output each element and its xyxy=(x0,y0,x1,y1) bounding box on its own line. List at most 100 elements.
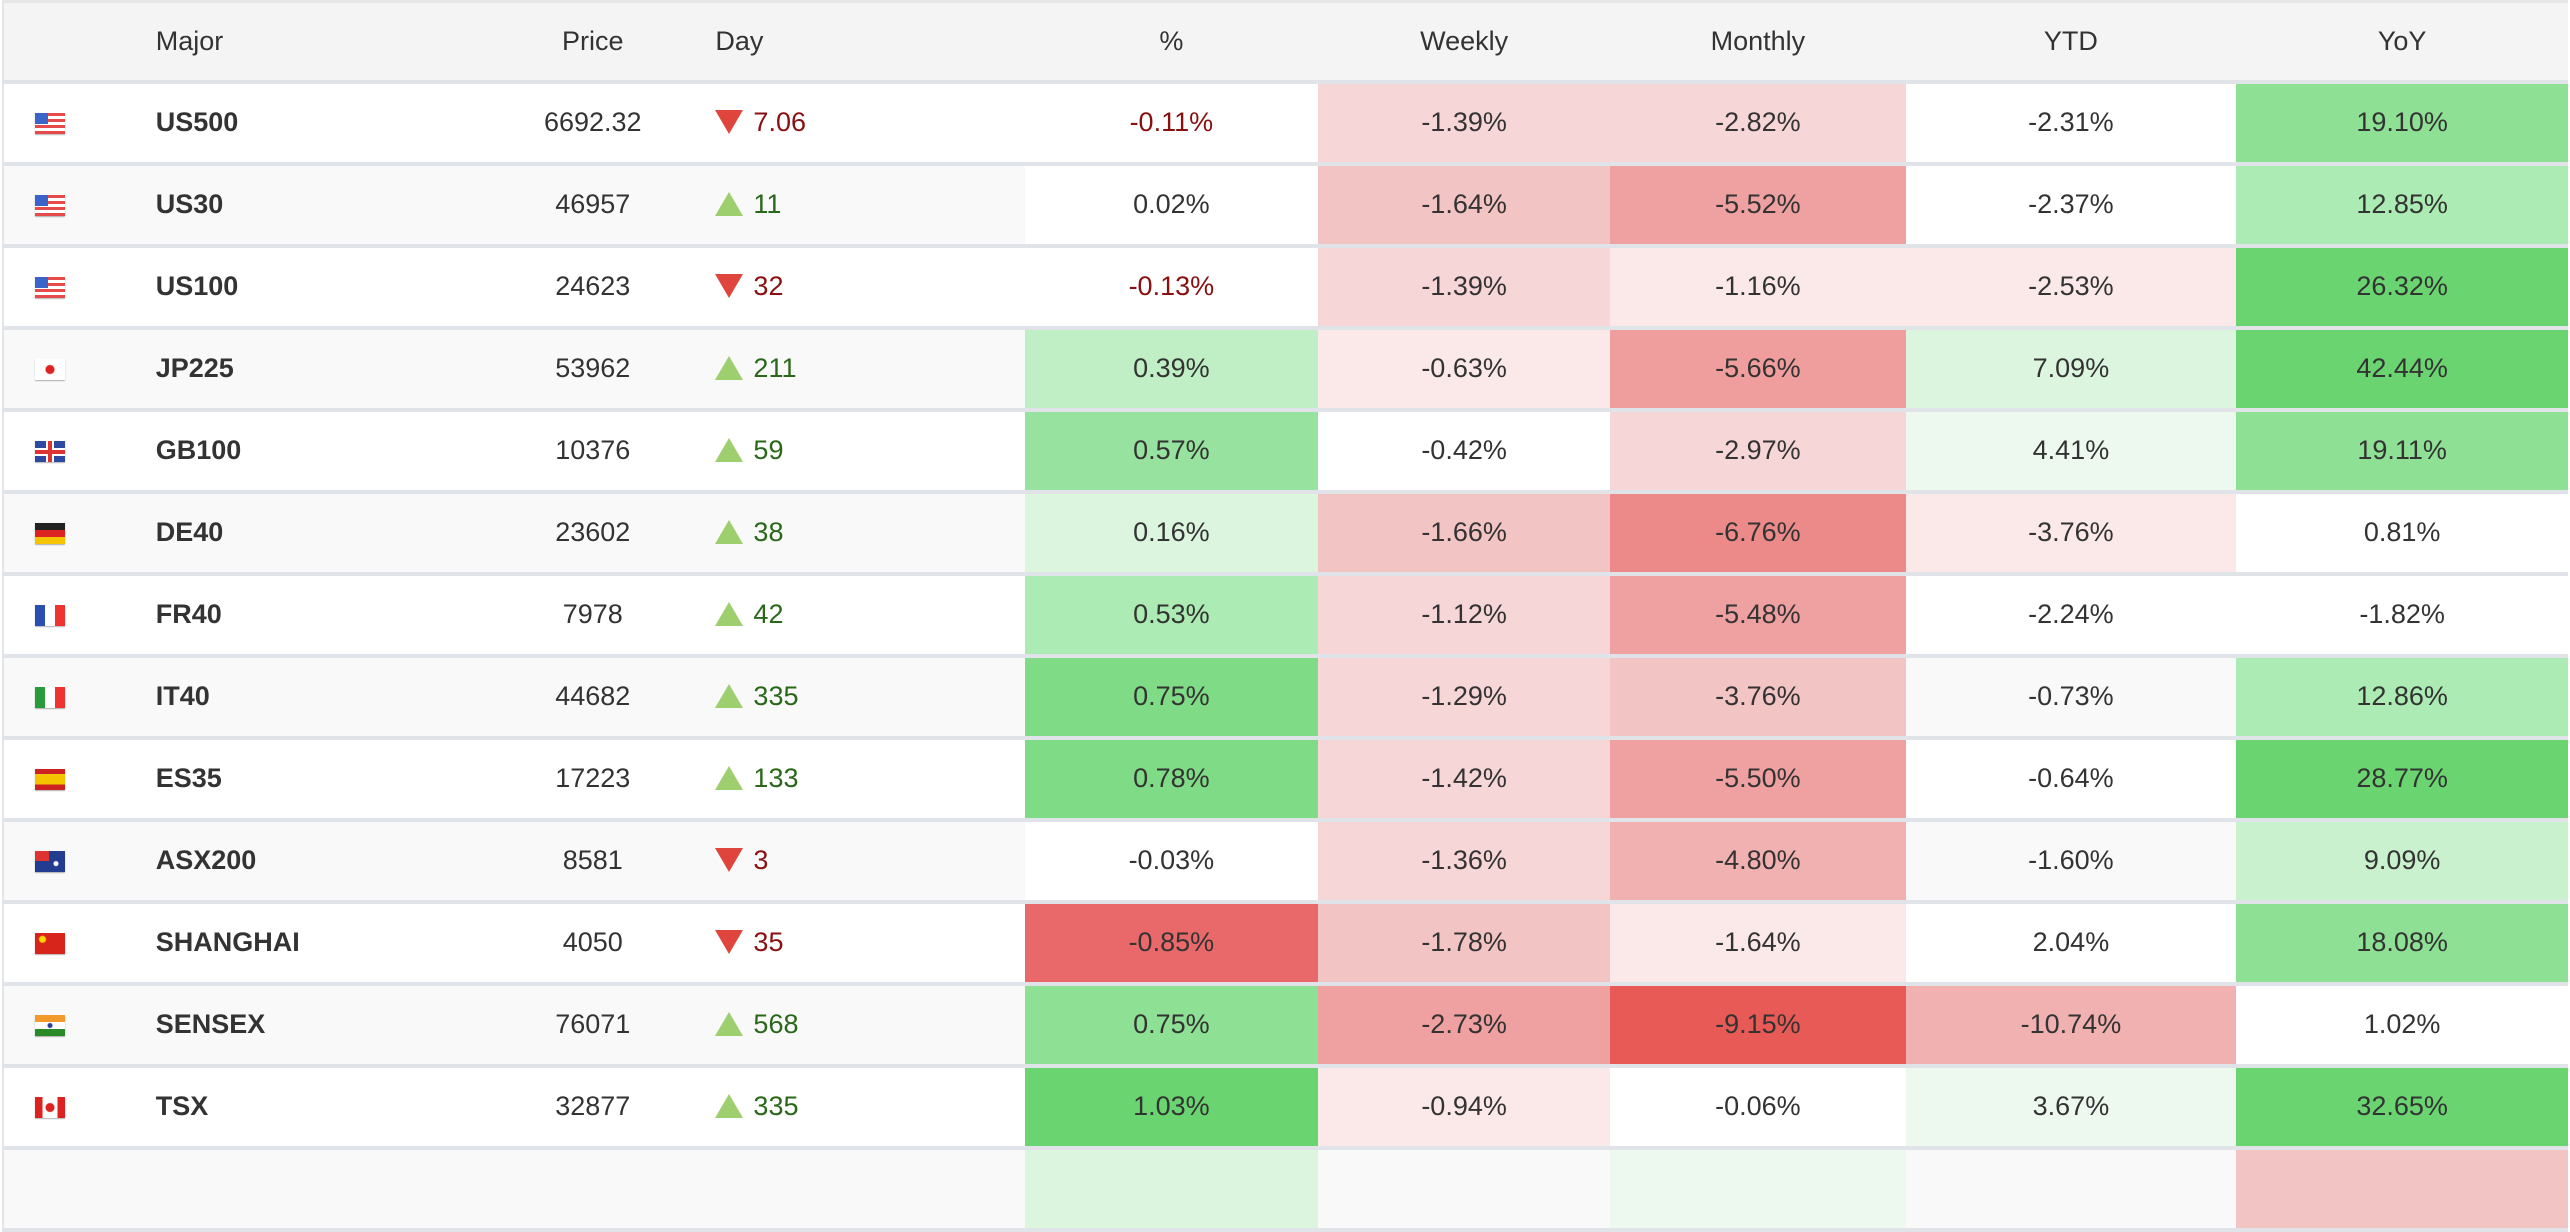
table-row[interactable]: US500 6692.32 7.06 -0.11% -1.39% -2.82% … xyxy=(3,81,2568,166)
instrument-name[interactable]: US500 xyxy=(78,81,471,166)
monthly-change: -1.16% xyxy=(1610,245,1906,330)
flag-de-icon xyxy=(35,523,66,545)
day-change: 568 xyxy=(715,983,1025,1068)
header-major[interactable]: Major xyxy=(78,0,471,84)
header-monthly[interactable]: Monthly xyxy=(1610,0,1906,84)
yoy-change: 12.86% xyxy=(2236,655,2568,740)
flag-gb-icon xyxy=(35,441,66,463)
ytd-change: -2.37% xyxy=(1905,163,2237,248)
instrument-name[interactable]: DE40 xyxy=(78,491,471,576)
arrow-down-icon xyxy=(715,929,744,954)
arrow-up-icon xyxy=(715,519,744,544)
flag-es-icon xyxy=(35,769,66,791)
day-change: 133 xyxy=(715,737,1025,822)
price: 24623 xyxy=(470,245,716,330)
table-row[interactable]: DE40 23602 38 0.16% -1.66% -6.76% -3.76%… xyxy=(3,491,2568,576)
percent-change: 0.16% xyxy=(1024,491,1318,576)
instrument-name[interactable]: SENSEX xyxy=(78,983,471,1068)
monthly-change: -1.64% xyxy=(1610,901,1906,986)
flag-fr-icon xyxy=(35,605,66,627)
flag-in-icon xyxy=(35,1015,66,1037)
day-change: 335 xyxy=(715,655,1025,740)
flag-ca-icon xyxy=(35,1097,66,1119)
instrument-name[interactable]: TSX xyxy=(78,1065,471,1150)
flag-cn-icon xyxy=(35,933,66,955)
flag-cell xyxy=(3,655,79,740)
yoy-change: 12.85% xyxy=(2236,163,2568,248)
ytd-change: -1.60% xyxy=(1905,819,2237,904)
day-change: 335 xyxy=(715,1065,1025,1150)
flag-us-icon xyxy=(35,195,66,217)
monthly-change: -5.48% xyxy=(1610,573,1906,658)
instrument-name[interactable]: FR40 xyxy=(78,573,471,658)
yoy-change: 0.81% xyxy=(2236,491,2568,576)
day-change-value: 42 xyxy=(753,599,784,629)
table-row[interactable]: ASX200 8581 3 -0.03% -1.36% -4.80% -1.60… xyxy=(3,819,2568,904)
instrument-name[interactable]: SHANGHAI xyxy=(78,901,471,986)
table-body: US500 6692.32 7.06 -0.11% -1.39% -2.82% … xyxy=(3,81,2568,1232)
price: 17223 xyxy=(470,737,716,822)
table-row[interactable]: GB100 10376 59 0.57% -0.42% -2.97% 4.41%… xyxy=(3,409,2568,494)
weekly-change: -0.42% xyxy=(1317,409,1611,494)
table-row[interactable]: US30 46957 11 0.02% -1.64% -5.52% -2.37%… xyxy=(3,163,2568,248)
flag-cell xyxy=(3,327,79,412)
day-change: 38 xyxy=(715,491,1025,576)
weekly-change: -1.36% xyxy=(1317,819,1611,904)
header-weekly[interactable]: Weekly xyxy=(1317,0,1611,84)
day-change: 42 xyxy=(715,573,1025,658)
percent-change: 0.78% xyxy=(1024,737,1318,822)
instrument-name[interactable]: US30 xyxy=(78,163,471,248)
percent-change: 0.57% xyxy=(1024,409,1318,494)
table-row[interactable]: US100 24623 32 -0.13% -1.39% -1.16% -2.5… xyxy=(3,245,2568,330)
day-change-value: 7.06 xyxy=(753,107,806,137)
table-row[interactable]: SHANGHAI 4050 35 -0.85% -1.78% -1.64% 2.… xyxy=(3,901,2568,986)
flag-us-icon xyxy=(35,277,66,299)
table-row[interactable]: TSX 32877 335 1.03% -0.94% -0.06% 3.67% … xyxy=(3,1065,2568,1150)
instrument-name[interactable]: US100 xyxy=(78,245,471,330)
table-row[interactable]: SENSEX 76071 568 0.75% -2.73% -9.15% -10… xyxy=(3,983,2568,1068)
arrow-down-icon xyxy=(715,109,744,134)
table-row[interactable]: IT40 44682 335 0.75% -1.29% -3.76% -0.73… xyxy=(3,655,2568,740)
percent-change: 0.39% xyxy=(1024,327,1318,412)
arrow-up-icon xyxy=(715,765,744,790)
instrument-name[interactable]: GB100 xyxy=(78,409,471,494)
flag-cell xyxy=(3,81,79,166)
yoy-change: 18.08% xyxy=(2236,901,2568,986)
instrument-name[interactable]: ES35 xyxy=(78,737,471,822)
price: 23602 xyxy=(470,491,716,576)
flag-cell xyxy=(3,163,79,248)
instrument-name[interactable]: ASX200 xyxy=(78,819,471,904)
price: 10376 xyxy=(470,409,716,494)
percent-change: 0.53% xyxy=(1024,573,1318,658)
flag-jp-icon xyxy=(35,359,66,381)
monthly-change: -6.76% xyxy=(1610,491,1906,576)
arrow-up-icon xyxy=(715,601,744,626)
price: 4050 xyxy=(470,901,716,986)
header-percent[interactable]: % xyxy=(1024,0,1318,84)
ytd-change: -10.74% xyxy=(1905,983,2237,1068)
flag-us-icon xyxy=(35,113,66,135)
ytd-change: -2.53% xyxy=(1905,245,2237,330)
flag-cell xyxy=(3,245,79,330)
table-row[interactable]: FR40 7978 42 0.53% -1.12% -5.48% -2.24% … xyxy=(3,573,2568,658)
flag-cell xyxy=(3,573,79,658)
yoy-change: 9.09% xyxy=(2236,819,2568,904)
weekly-change: -1.64% xyxy=(1317,163,1611,248)
header-day[interactable]: Day xyxy=(715,0,1025,84)
monthly-change: -0.06% xyxy=(1610,1065,1906,1150)
instrument-name[interactable]: JP225 xyxy=(78,327,471,412)
price: 46957 xyxy=(470,163,716,248)
percent-change: -0.85% xyxy=(1024,901,1318,986)
header-ytd[interactable]: YTD xyxy=(1905,0,2237,84)
instrument-name[interactable]: IT40 xyxy=(78,655,471,740)
table-row[interactable]: ES35 17223 133 0.78% -1.42% -5.50% -0.64… xyxy=(3,737,2568,822)
flag-cell xyxy=(3,409,79,494)
header-price[interactable]: Price xyxy=(470,0,716,84)
table-row[interactable]: JP225 53962 211 0.39% -0.63% -5.66% 7.09… xyxy=(3,327,2568,412)
yoy-change: 26.32% xyxy=(2236,245,2568,330)
weekly-change: -0.94% xyxy=(1317,1065,1611,1150)
flag-cell xyxy=(3,901,79,986)
ytd-change: -0.64% xyxy=(1905,737,2237,822)
ytd-change: 2.04% xyxy=(1905,901,2237,986)
header-yoy[interactable]: YoY xyxy=(2236,0,2568,84)
